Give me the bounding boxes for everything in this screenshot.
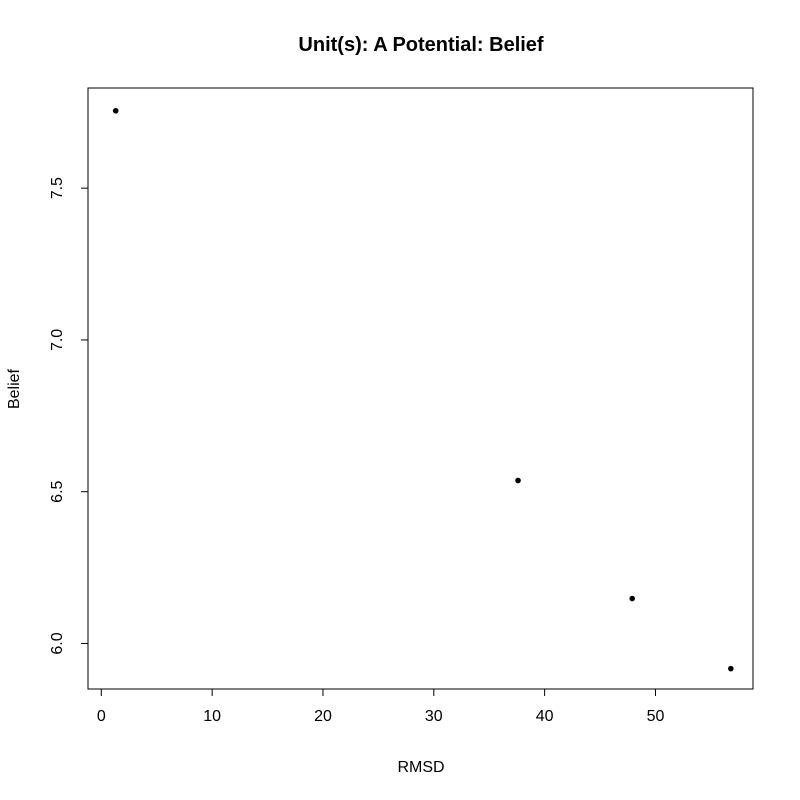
x-tick-label: 0: [97, 708, 106, 725]
chart-title: Unit(s): A Potential: Belief: [298, 34, 544, 56]
data-points: [112, 107, 734, 672]
y-axis: 6.0 6.5 7.0 7.5: [49, 177, 89, 655]
x-axis-label: RMSD: [397, 759, 444, 776]
data-point: [728, 665, 734, 672]
y-tick-label: 6.0: [49, 632, 66, 654]
data-point: [515, 477, 521, 484]
plot-area-border: [87, 87, 754, 690]
y-tick-label: 7.0: [49, 329, 66, 351]
x-tick-label: 40: [536, 708, 554, 725]
x-axis: 0 10 20 30 40 50: [97, 688, 665, 725]
data-point: [629, 595, 635, 602]
x-tick-label: 10: [203, 708, 221, 725]
x-tick-label: 30: [425, 708, 443, 725]
y-tick-label: 6.5: [49, 480, 66, 502]
x-tick-label: 20: [314, 708, 332, 725]
x-tick-label: 50: [647, 708, 665, 725]
y-axis-label: Belief: [6, 368, 23, 409]
data-point: [112, 107, 119, 114]
y-tick-label: 7.5: [49, 177, 66, 199]
